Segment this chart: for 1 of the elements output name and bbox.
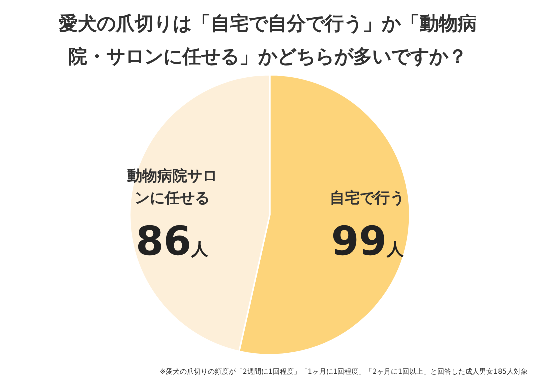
title: 愛犬の爪切りは「自宅で自分で行う」か「動物病院・サロンに任せる」かどちらが多いですか？ — [58, 12, 478, 70]
